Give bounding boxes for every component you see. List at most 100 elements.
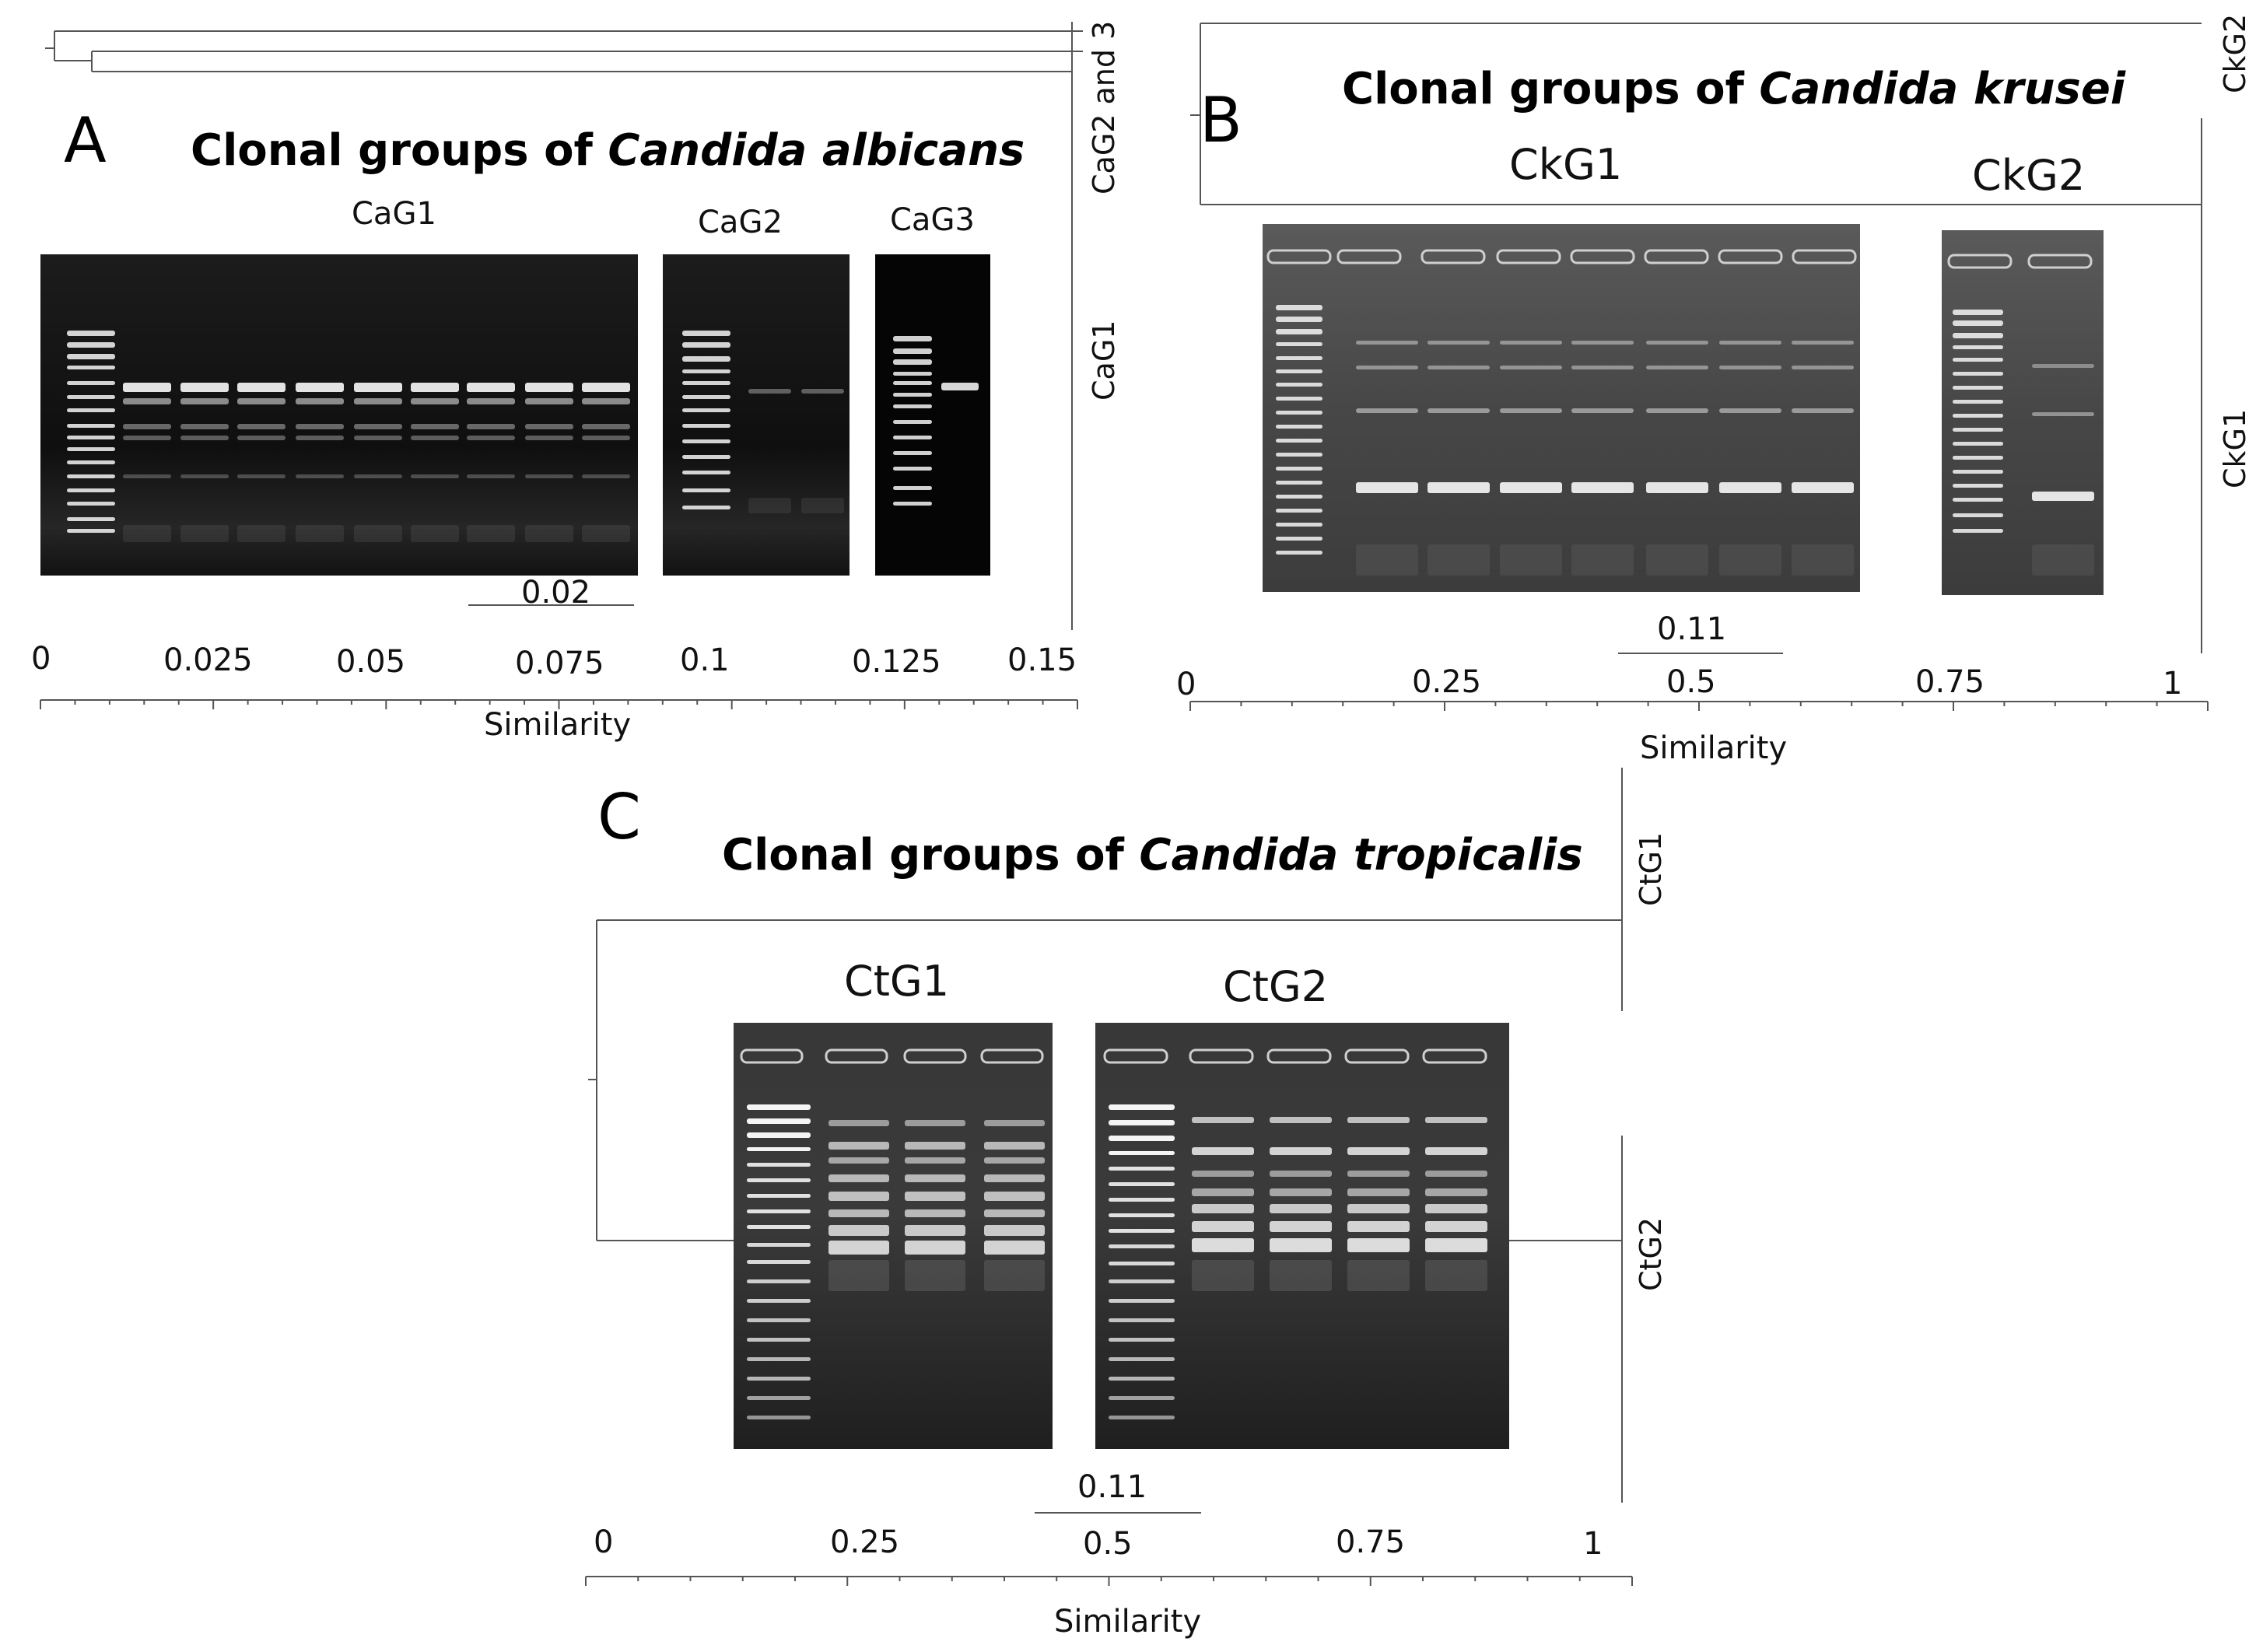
gel-band — [1270, 1117, 1332, 1123]
gel-band — [525, 474, 573, 478]
ladder-band — [747, 1209, 811, 1213]
gel-band — [582, 474, 630, 478]
gel-band — [1356, 482, 1418, 493]
ladder-band — [1276, 481, 1322, 485]
gel-well — [1336, 249, 1402, 264]
gel-band — [905, 1174, 965, 1182]
ladder-band — [1109, 1357, 1175, 1361]
gel-band — [1425, 1204, 1487, 1213]
ladder-band — [1953, 513, 2003, 517]
ladder-band — [67, 408, 115, 412]
panel-c-tick-0: 0 — [594, 1524, 613, 1560]
gel-band — [354, 474, 402, 478]
ladder-band — [682, 439, 730, 443]
ladder-band — [67, 381, 115, 385]
ladder-band — [1109, 1136, 1175, 1141]
ladder-band — [1953, 310, 2003, 315]
ladder-band — [1109, 1213, 1175, 1217]
ladder-band — [1953, 358, 2003, 362]
gel-band — [748, 389, 791, 394]
gel-image-cag3 — [875, 254, 990, 576]
gel-band — [525, 525, 573, 542]
gel-band — [467, 474, 515, 478]
ladder-band — [1276, 495, 1322, 499]
ladder-band — [1276, 453, 1322, 457]
gel-band — [354, 383, 402, 392]
ladder-band — [747, 1118, 811, 1124]
ladder-band — [747, 1396, 811, 1400]
ladder-band — [893, 420, 932, 424]
gel-band — [1425, 1221, 1487, 1232]
ladder-band — [1953, 498, 2003, 502]
panel-c-tick-3: 0.75 — [1336, 1524, 1405, 1560]
gel-band — [123, 474, 171, 478]
ladder-band — [1276, 329, 1322, 334]
gel-band — [467, 383, 515, 392]
gel-well — [1570, 249, 1635, 264]
ladder-band — [1953, 400, 2003, 404]
gel-band — [180, 436, 229, 440]
gel-band — [180, 474, 229, 478]
gel-image-ctg1 — [734, 1023, 1053, 1449]
gel-band — [828, 1209, 889, 1217]
ladder-band — [1109, 1198, 1175, 1202]
ladder-band — [893, 348, 932, 354]
gel-band — [1192, 1171, 1254, 1177]
gel-band — [905, 1192, 965, 1201]
ladder-band — [747, 1194, 811, 1198]
gel-band — [525, 424, 573, 429]
gel-band — [1270, 1188, 1332, 1196]
panel-a-tick-3: 0.075 — [515, 646, 604, 681]
gel-band — [1425, 1238, 1487, 1252]
gel-band — [1356, 341, 1418, 345]
gel-image-cag1 — [40, 254, 638, 576]
gel-band — [828, 1241, 889, 1255]
gel-band — [1428, 341, 1490, 345]
gel-band — [984, 1225, 1045, 1236]
gel-band — [180, 424, 229, 429]
gel-band — [296, 398, 344, 404]
gel-band — [1792, 366, 1854, 369]
ladder-band — [1276, 425, 1322, 429]
gel-band — [984, 1241, 1045, 1255]
gel-band — [1425, 1117, 1487, 1123]
ladder-band — [1276, 369, 1322, 373]
ladder-band — [1109, 1279, 1175, 1283]
ladder-band — [893, 381, 932, 385]
gel-band — [1270, 1171, 1332, 1177]
ladder-band — [682, 488, 730, 492]
panel-b-tick-2: 0.5 — [1666, 664, 1716, 700]
gel-band — [525, 383, 573, 392]
panel-b-tick-4: 1 — [2163, 666, 2182, 702]
ladder-band — [1109, 1299, 1175, 1303]
panel-c-title: Clonal groups of Candida tropicalis — [722, 830, 1583, 880]
panel-c: C Clonal groups of Candida tropicalis Ct… — [585, 768, 1668, 1640]
gel-band — [467, 525, 515, 542]
gel-band — [984, 1260, 1045, 1291]
ladder-band — [1276, 551, 1322, 555]
panel-a-tick-6: 0.15 — [1007, 642, 1077, 678]
ladder-band — [1109, 1377, 1175, 1381]
gel-well — [1189, 1048, 1254, 1064]
gel-band — [1347, 1147, 1410, 1155]
gel-band — [296, 436, 344, 440]
group-label-ctg1: CtG1 — [844, 957, 949, 1006]
gel-band — [467, 398, 515, 404]
gel-well — [2027, 254, 2093, 269]
gel-band — [828, 1225, 889, 1236]
gel-well — [1718, 249, 1783, 264]
panel-b-tick-3: 0.75 — [1915, 664, 1985, 700]
gel-band — [237, 424, 286, 429]
ladder-band — [893, 486, 932, 490]
gel-band — [237, 436, 286, 440]
ladder-band — [67, 502, 115, 506]
ladder-band — [1953, 442, 2003, 446]
right-label-ckg2: CkG2 — [2218, 14, 2249, 93]
ladder-band — [747, 1357, 811, 1361]
ladder-band — [682, 356, 730, 362]
panel-a-tick-4: 0.1 — [680, 642, 730, 678]
ladder-band — [1276, 439, 1322, 443]
ladder-band — [893, 393, 932, 397]
ladder-band — [682, 342, 730, 348]
